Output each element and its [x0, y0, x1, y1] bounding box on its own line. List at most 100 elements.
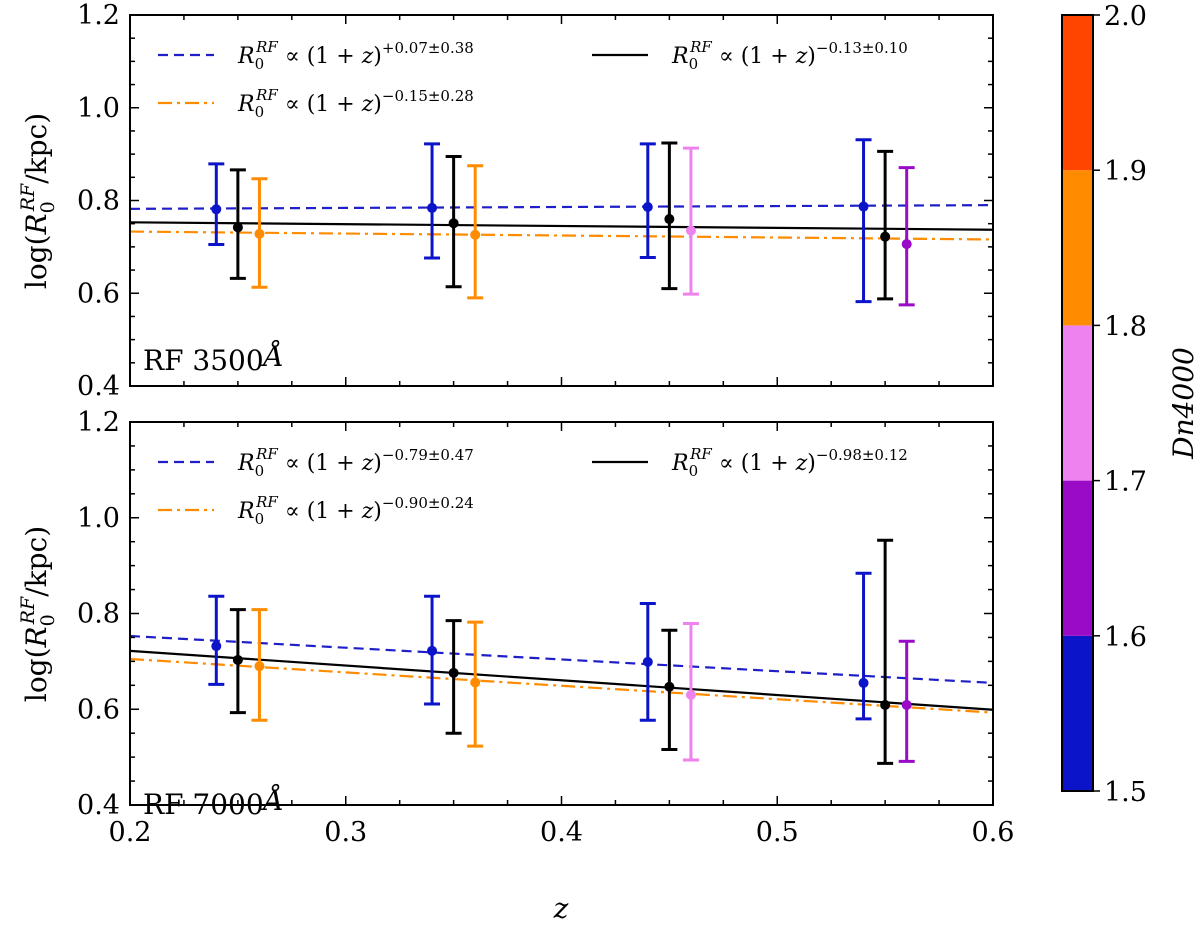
x-tick-label: 0.6	[972, 817, 1015, 848]
colorbar-tick-label: 1.7	[1104, 467, 1147, 498]
data-point	[445, 619, 462, 735]
point-marker	[232, 222, 243, 233]
colorbar-label: Dn4000	[1167, 347, 1200, 460]
data-point	[229, 608, 246, 715]
point-marker	[470, 229, 481, 240]
data-point	[467, 620, 484, 748]
colorbar-tick-label: 2.0	[1104, 1, 1147, 32]
point-marker	[664, 214, 675, 225]
fit-line	[129, 649, 994, 711]
y-tick-label: 1.0	[77, 503, 120, 534]
data-point	[877, 538, 894, 765]
data-point	[467, 164, 484, 300]
point-marker	[685, 225, 696, 236]
y-tick-label: 0.6	[77, 278, 120, 309]
x-tick-label: 0.3	[324, 817, 367, 848]
data-point	[877, 149, 894, 301]
panel-rf-7000: 0.4 0.6 0.8 1.0 1.2 0.2 0.3 0.4 0.5 0.6 R0RF ∝ (1…	[17, 407, 1014, 848]
legend-label: R0RF ∝ (1 + z)−0.15±0.28	[237, 86, 474, 121]
y-tick-label: 0.4	[77, 790, 120, 821]
colorbar-bin	[1062, 635, 1093, 791]
data-point	[855, 138, 872, 304]
data-point	[445, 154, 462, 289]
point-marker	[858, 677, 869, 688]
panel-label: RF 7000Å	[143, 784, 284, 821]
legend-label: R0RF ∝ (1 + z)−0.98±0.12	[671, 445, 908, 480]
colorbar-bin	[1062, 170, 1093, 326]
y-tick-label: 0.6	[77, 694, 120, 725]
point-marker	[880, 231, 891, 242]
legend-label: R0RF ∝ (1 + z)−0.79±0.47	[237, 445, 474, 480]
legend-entry: R0RF ∝ (1 + z)−0.15±0.28	[158, 86, 474, 121]
point-marker	[448, 667, 459, 678]
point-marker	[901, 699, 912, 710]
legend-label: R0RF ∝ (1 + z)+0.07±0.38	[237, 38, 474, 73]
point-marker	[642, 656, 653, 667]
point-marker	[211, 641, 222, 652]
y-tick-label: 1.2	[77, 407, 120, 438]
data-point	[251, 177, 268, 289]
point-marker	[880, 699, 891, 710]
point-marker	[427, 202, 438, 213]
panel-label: RF 3500Å	[143, 340, 284, 377]
colorbar: 1.5 1.6 1.7 1.8 1.9 2.0 Dn4000	[1061, 1, 1200, 808]
point-marker	[232, 654, 243, 665]
legend-entry: R0RF ∝ (1 + z)−0.13±0.10	[592, 38, 908, 73]
point-marker	[664, 681, 675, 692]
data-point	[682, 146, 699, 296]
y-tick-label: 1.2	[77, 0, 120, 31]
data-point	[639, 142, 656, 260]
colorbar-tick-label: 1.6	[1104, 622, 1147, 653]
legend-entry: R0RF ∝ (1 + z)−0.90±0.24	[158, 493, 474, 528]
fit-line	[129, 221, 994, 231]
point-marker	[470, 677, 481, 688]
y-tick-label: 1.0	[77, 93, 120, 124]
fit-line	[129, 657, 994, 714]
point-marker	[642, 201, 653, 212]
point-marker	[211, 204, 222, 215]
legend-label: R0RF ∝ (1 + z)−0.13±0.10	[671, 38, 908, 73]
y-axis-label: log(R0RF/kpc)	[17, 113, 59, 289]
data-point	[898, 166, 915, 307]
point-marker	[858, 201, 869, 212]
data-point	[424, 594, 441, 706]
colorbar-tick-label: 1.5	[1104, 777, 1147, 808]
colorbar-frame	[1061, 14, 1094, 792]
y-tick-label: 0.8	[77, 186, 120, 217]
y-tick-label: 0.4	[77, 371, 120, 402]
x-tick-label: 0.5	[756, 817, 799, 848]
point-marker	[254, 661, 265, 672]
point-marker	[254, 228, 265, 239]
x-axis-label: z	[553, 892, 569, 925]
fit-line	[129, 634, 994, 685]
point-marker	[448, 218, 459, 229]
fit-line	[129, 230, 994, 241]
point-marker	[427, 645, 438, 656]
panel-rf-3500: 0.4 0.6 0.8 1.0 1.2 R0RF ∝ (1 + z)+0.07±0.38…	[17, 0, 994, 402]
colorbar-bin	[1062, 15, 1093, 171]
data-point	[208, 162, 225, 247]
data-point	[682, 622, 699, 762]
colorbar-tick-label: 1.8	[1104, 311, 1147, 342]
data-point	[424, 142, 441, 260]
legend-entry: R0RF ∝ (1 + z)−0.98±0.12	[592, 445, 908, 480]
legend-label: R0RF ∝ (1 + z)−0.90±0.24	[237, 493, 474, 528]
point-marker	[901, 239, 912, 250]
legend-entry: R0RF ∝ (1 + z)+0.07±0.38	[158, 38, 474, 73]
data-point	[639, 601, 656, 722]
data-point	[661, 141, 678, 291]
data-point	[208, 594, 225, 686]
data-point	[229, 168, 246, 280]
data-point	[251, 608, 268, 722]
colorbar-tick-label: 1.9	[1104, 156, 1147, 187]
x-tick-label: 0.2	[109, 817, 152, 848]
colorbar-bin	[1062, 325, 1093, 481]
data-point	[898, 639, 915, 763]
data-point	[661, 628, 678, 751]
y-tick-label: 0.8	[77, 599, 120, 630]
point-marker	[685, 689, 696, 700]
legend-entry: R0RF ∝ (1 + z)−0.79±0.47	[158, 445, 474, 480]
y-axis-label: log(R0RF/kpc)	[17, 526, 59, 702]
data-point	[855, 571, 872, 721]
